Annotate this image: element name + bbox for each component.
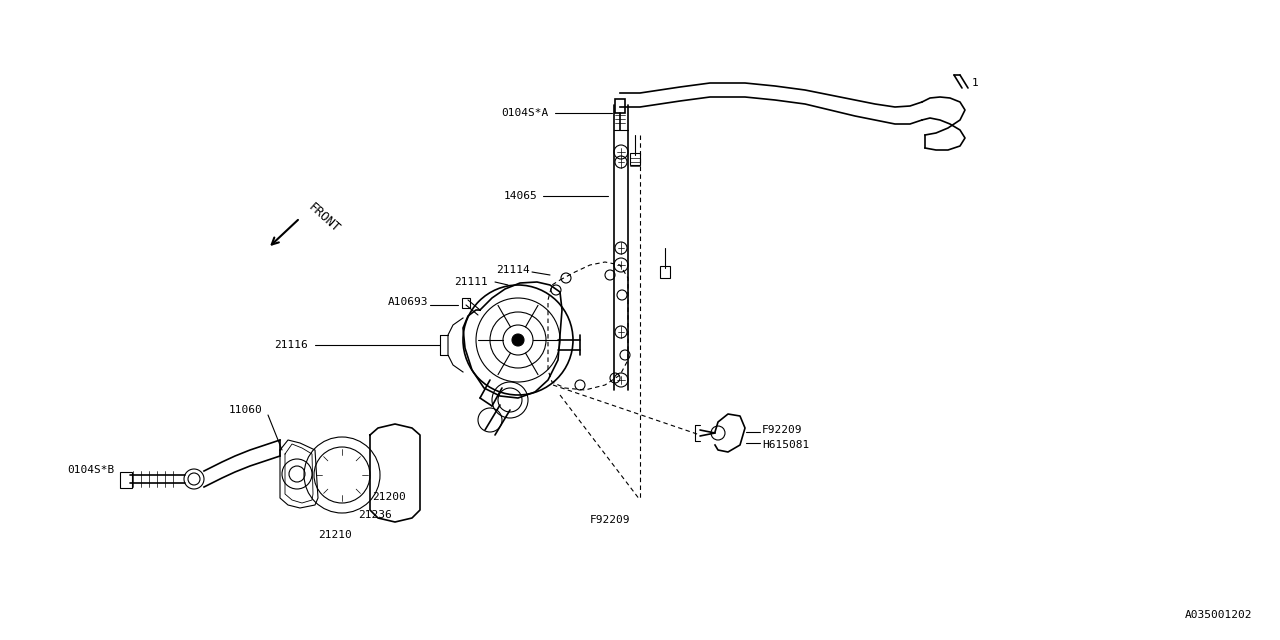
Text: 21210: 21210 — [317, 530, 352, 540]
Text: FRONT: FRONT — [306, 200, 343, 235]
Text: 21111: 21111 — [454, 277, 488, 287]
Text: 21114: 21114 — [497, 265, 530, 275]
Text: 0104S*B: 0104S*B — [68, 465, 115, 475]
Text: 21236: 21236 — [358, 510, 392, 520]
Bar — [660, 266, 669, 278]
Bar — [462, 298, 470, 308]
Text: 0104S*A: 0104S*A — [500, 108, 548, 118]
Bar — [614, 99, 625, 113]
Text: F92209: F92209 — [590, 515, 631, 525]
Text: A10693: A10693 — [388, 297, 428, 307]
Text: F92209: F92209 — [762, 425, 803, 435]
Bar — [630, 153, 640, 165]
Text: 21200: 21200 — [372, 492, 406, 502]
Text: A035001202: A035001202 — [1184, 610, 1252, 620]
Circle shape — [512, 334, 524, 346]
Bar — [120, 472, 132, 488]
Text: H615081: H615081 — [762, 440, 809, 450]
Text: 14065: 14065 — [503, 191, 538, 201]
Text: 11060: 11060 — [228, 405, 262, 415]
Text: 1: 1 — [972, 78, 979, 88]
Text: 21116: 21116 — [274, 340, 308, 350]
